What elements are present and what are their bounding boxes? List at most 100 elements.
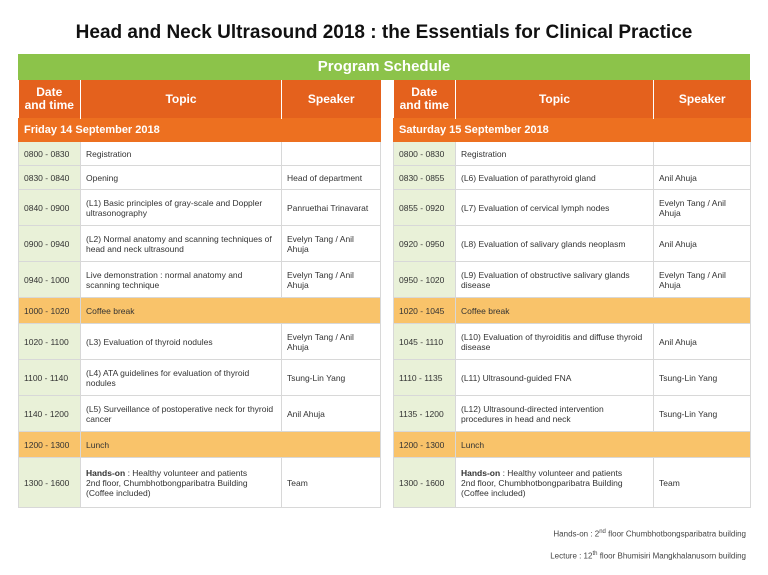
topic-cell: Coffee break bbox=[80, 297, 381, 324]
note-superscript: th bbox=[592, 551, 598, 557]
header-topic: Topic bbox=[455, 80, 654, 119]
time-cell: 1100 - 1140 bbox=[18, 359, 81, 396]
hands-on-label: Hands-on bbox=[86, 467, 126, 478]
table-row: 0800 - 0830 Registration bbox=[18, 141, 381, 166]
speaker-cell: Anil Ahuja bbox=[653, 225, 751, 262]
topic-cell: (L4) ATA guidelines for evaluation of th… bbox=[80, 359, 282, 396]
time-cell: 0830 - 0840 bbox=[18, 165, 81, 190]
table-row: 0800 - 0830 Registration bbox=[393, 141, 751, 166]
speaker-cell: Evelyn Tang / Anil Ahuja bbox=[281, 323, 381, 360]
speaker-cell: Tsung-Lin Yang bbox=[281, 359, 381, 396]
header-time-label: and time bbox=[24, 98, 74, 112]
header-date-label: Date bbox=[36, 85, 63, 99]
table-row: 1020 - 1100 (L3) Evaluation of thyroid no… bbox=[18, 323, 381, 360]
time-cell: 0800 - 0830 bbox=[393, 141, 456, 166]
table-row: 1135 - 1200 (L12) Ultrasound-directed int… bbox=[393, 395, 751, 432]
day-row: Friday 14 September 2018 bbox=[18, 118, 381, 142]
hands-on-location-note: Hands-on : 2nd floor Chumbhotbongspariba… bbox=[553, 529, 746, 539]
break-row: 1000 - 1020 Coffee break bbox=[18, 297, 381, 324]
time-cell: 0900 - 0940 bbox=[18, 225, 81, 262]
table-row: 0840 - 0900 (L1) Basic principles of gray… bbox=[18, 189, 381, 226]
speaker-cell bbox=[281, 141, 381, 166]
time-cell: 1000 - 1020 bbox=[18, 297, 81, 324]
table-row: 0855 - 0920 (L7) Evaluation of cervical l… bbox=[393, 189, 751, 226]
note-text: floor Bhumisiri Mangkhalanusorn building bbox=[597, 551, 746, 561]
time-cell: 1020 - 1100 bbox=[18, 323, 81, 360]
break-row: 1020 - 1045 Coffee break bbox=[393, 297, 751, 324]
page-title: Head and Neck Ultrasound 2018 : the Esse… bbox=[75, 22, 693, 43]
header-speaker: Speaker bbox=[281, 80, 381, 119]
note-superscript: nd bbox=[599, 529, 606, 535]
table-row: 1300 - 1600 Hands-on : Healthy volunteer… bbox=[393, 457, 751, 508]
topic-location: 2nd floor, Chumbhotbongparibatra Buildin… bbox=[461, 477, 623, 488]
topic-cell: Lunch bbox=[80, 431, 381, 458]
header-datetime: Date and time bbox=[18, 80, 81, 119]
time-cell: 0830 - 0855 bbox=[393, 165, 456, 190]
topic-cell: (L10) Evaluation of thyroiditis and diff… bbox=[455, 323, 654, 360]
table-row: 0830 - 0855 (L6) Evaluation of parathyroi… bbox=[393, 165, 751, 190]
table-row: 1110 - 1135 (L11) Ultrasound-guided FNA Ts… bbox=[393, 359, 751, 396]
topic-location: 2nd floor, Chumbhotbongparibatra Buildin… bbox=[86, 477, 248, 488]
time-cell: 0940 - 1000 bbox=[18, 261, 81, 298]
topic-cell: Opening bbox=[80, 165, 282, 190]
topic-cell: Lunch bbox=[455, 431, 751, 458]
friday-schedule-table: Date and time Topic Speaker Friday 14 Sep… bbox=[18, 80, 381, 508]
time-cell: 0800 - 0830 bbox=[18, 141, 81, 166]
table-row: 1045 - 1110 (L10) Evaluation of thyroidit… bbox=[393, 323, 751, 360]
topic-cell: (L2) Normal anatomy and scanning techniq… bbox=[80, 225, 282, 262]
header-datetime: Date and time bbox=[393, 80, 456, 119]
speaker-cell: Evelyn Tang / Anil Ahuja bbox=[281, 225, 381, 262]
speaker-cell: Anil Ahuja bbox=[653, 323, 751, 360]
table-row: 0830 - 0840 Opening Head of department bbox=[18, 165, 381, 190]
header-date-label: Date bbox=[411, 85, 438, 99]
topic-cell: (L3) Evaluation of thyroid nodules bbox=[80, 323, 282, 360]
table-row: 1100 - 1140 (L4) ATA guidelines for evalu… bbox=[18, 359, 381, 396]
topic-cell: (L1) Basic principles of gray-scale and … bbox=[80, 189, 282, 226]
day-label: Saturday 15 September 2018 bbox=[393, 118, 751, 142]
break-row: 1200 - 1300 Lunch bbox=[18, 431, 381, 458]
topic-cell: Hands-on : Healthy volunteer and patient… bbox=[455, 457, 654, 508]
lecture-location-note: Lecture : 12th floor Bhumisiri Mangkhala… bbox=[550, 551, 746, 561]
time-cell: 0950 - 1020 bbox=[393, 261, 456, 298]
speaker-cell: Evelyn Tang / Anil Ahuja bbox=[653, 261, 751, 298]
speaker-cell: Anil Ahuja bbox=[653, 165, 751, 190]
table-header-row: Date and time Topic Speaker bbox=[393, 80, 751, 119]
hands-on-label: Hands-on bbox=[461, 467, 501, 478]
note-text: Lecture : 12 bbox=[550, 551, 593, 561]
topic-cell: (L12) Ultrasound-directed intervention p… bbox=[455, 395, 654, 432]
time-cell: 1135 - 1200 bbox=[393, 395, 456, 432]
topic-cell: Live demonstration : normal anatomy and … bbox=[80, 261, 282, 298]
topic-text: : Healthy volunteer and patients bbox=[125, 467, 248, 478]
topic-cell: Registration bbox=[455, 141, 654, 166]
time-cell: 1200 - 1300 bbox=[18, 431, 81, 458]
table-row: 0920 - 0950 (L8) Evaluation of salivary g… bbox=[393, 225, 751, 262]
time-cell: 0840 - 0900 bbox=[18, 189, 81, 226]
time-cell: 1045 - 1110 bbox=[393, 323, 456, 360]
speaker-cell: Team bbox=[281, 457, 381, 508]
time-cell: 1200 - 1300 bbox=[393, 431, 456, 458]
header-speaker: Speaker bbox=[653, 80, 751, 119]
note-text: Hands-on : 2 bbox=[553, 529, 600, 539]
speaker-cell: Head of department bbox=[281, 165, 381, 190]
table-row: 0900 - 0940 (L2) Normal anatomy and scann… bbox=[18, 225, 381, 262]
topic-text: : Healthy volunteer and patients bbox=[500, 467, 623, 478]
table-row: 1140 - 1200 (L5) Surveillance of postoper… bbox=[18, 395, 381, 432]
table-row: 0950 - 1020 (L9) Evaluation of obstructiv… bbox=[393, 261, 751, 298]
topic-note: (Coffee included) bbox=[86, 487, 151, 498]
speaker-cell: Evelyn Tang / Anil Ahuja bbox=[281, 261, 381, 298]
time-cell: 1300 - 1600 bbox=[393, 457, 456, 508]
header-topic: Topic bbox=[80, 80, 282, 119]
saturday-schedule-table: Date and time Topic Speaker Saturday 15 S… bbox=[393, 80, 751, 508]
topic-cell: (L8) Evaluation of salivary glands neopl… bbox=[455, 225, 654, 262]
speaker-cell: Evelyn Tang / Anil Ahuja bbox=[653, 189, 751, 226]
note-text: floor Chumbhotbongsparibatra building bbox=[605, 529, 746, 539]
topic-cell: (L11) Ultrasound-guided FNA bbox=[455, 359, 654, 396]
speaker-cell: Team bbox=[653, 457, 751, 508]
speaker-cell: Tsung-Lin Yang bbox=[653, 395, 751, 432]
time-cell: 1140 - 1200 bbox=[18, 395, 81, 432]
topic-cell: (L5) Surveillance of postoperative neck … bbox=[80, 395, 282, 432]
time-cell: 1300 - 1600 bbox=[18, 457, 81, 508]
time-cell: 1020 - 1045 bbox=[393, 297, 456, 324]
time-cell: 0920 - 0950 bbox=[393, 225, 456, 262]
program-schedule-banner: Program Schedule bbox=[18, 54, 750, 80]
